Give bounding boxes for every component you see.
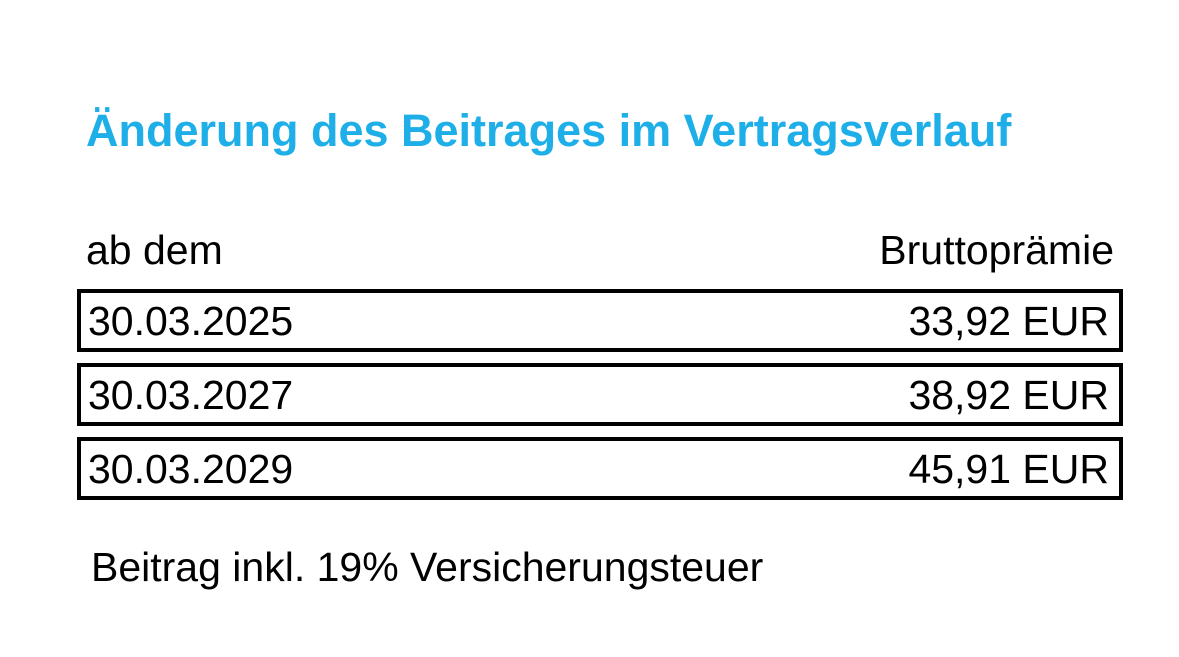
table-row: 30.03.2027 38,92 EUR <box>77 363 1123 426</box>
row-date: 30.03.2029 <box>88 446 294 492</box>
page-title: Änderung des Beitrages im Vertragsverlau… <box>86 105 1012 156</box>
table-header: ab dem Bruttoprämie <box>86 223 1114 277</box>
table-row: 30.03.2025 33,92 EUR <box>77 289 1123 352</box>
row-date: 30.03.2027 <box>88 372 294 418</box>
tax-footnote: Beitrag inkl. 19% Versicherungsteuer <box>91 544 764 590</box>
row-premium: 38,92 EUR <box>908 372 1109 418</box>
table-row: 30.03.2029 45,91 EUR <box>77 437 1123 500</box>
header-date: ab dem <box>86 227 223 273</box>
row-date: 30.03.2025 <box>88 298 294 344</box>
row-premium: 33,92 EUR <box>908 298 1109 344</box>
header-premium: Bruttoprämie <box>879 227 1114 273</box>
row-premium: 45,91 EUR <box>908 446 1109 492</box>
